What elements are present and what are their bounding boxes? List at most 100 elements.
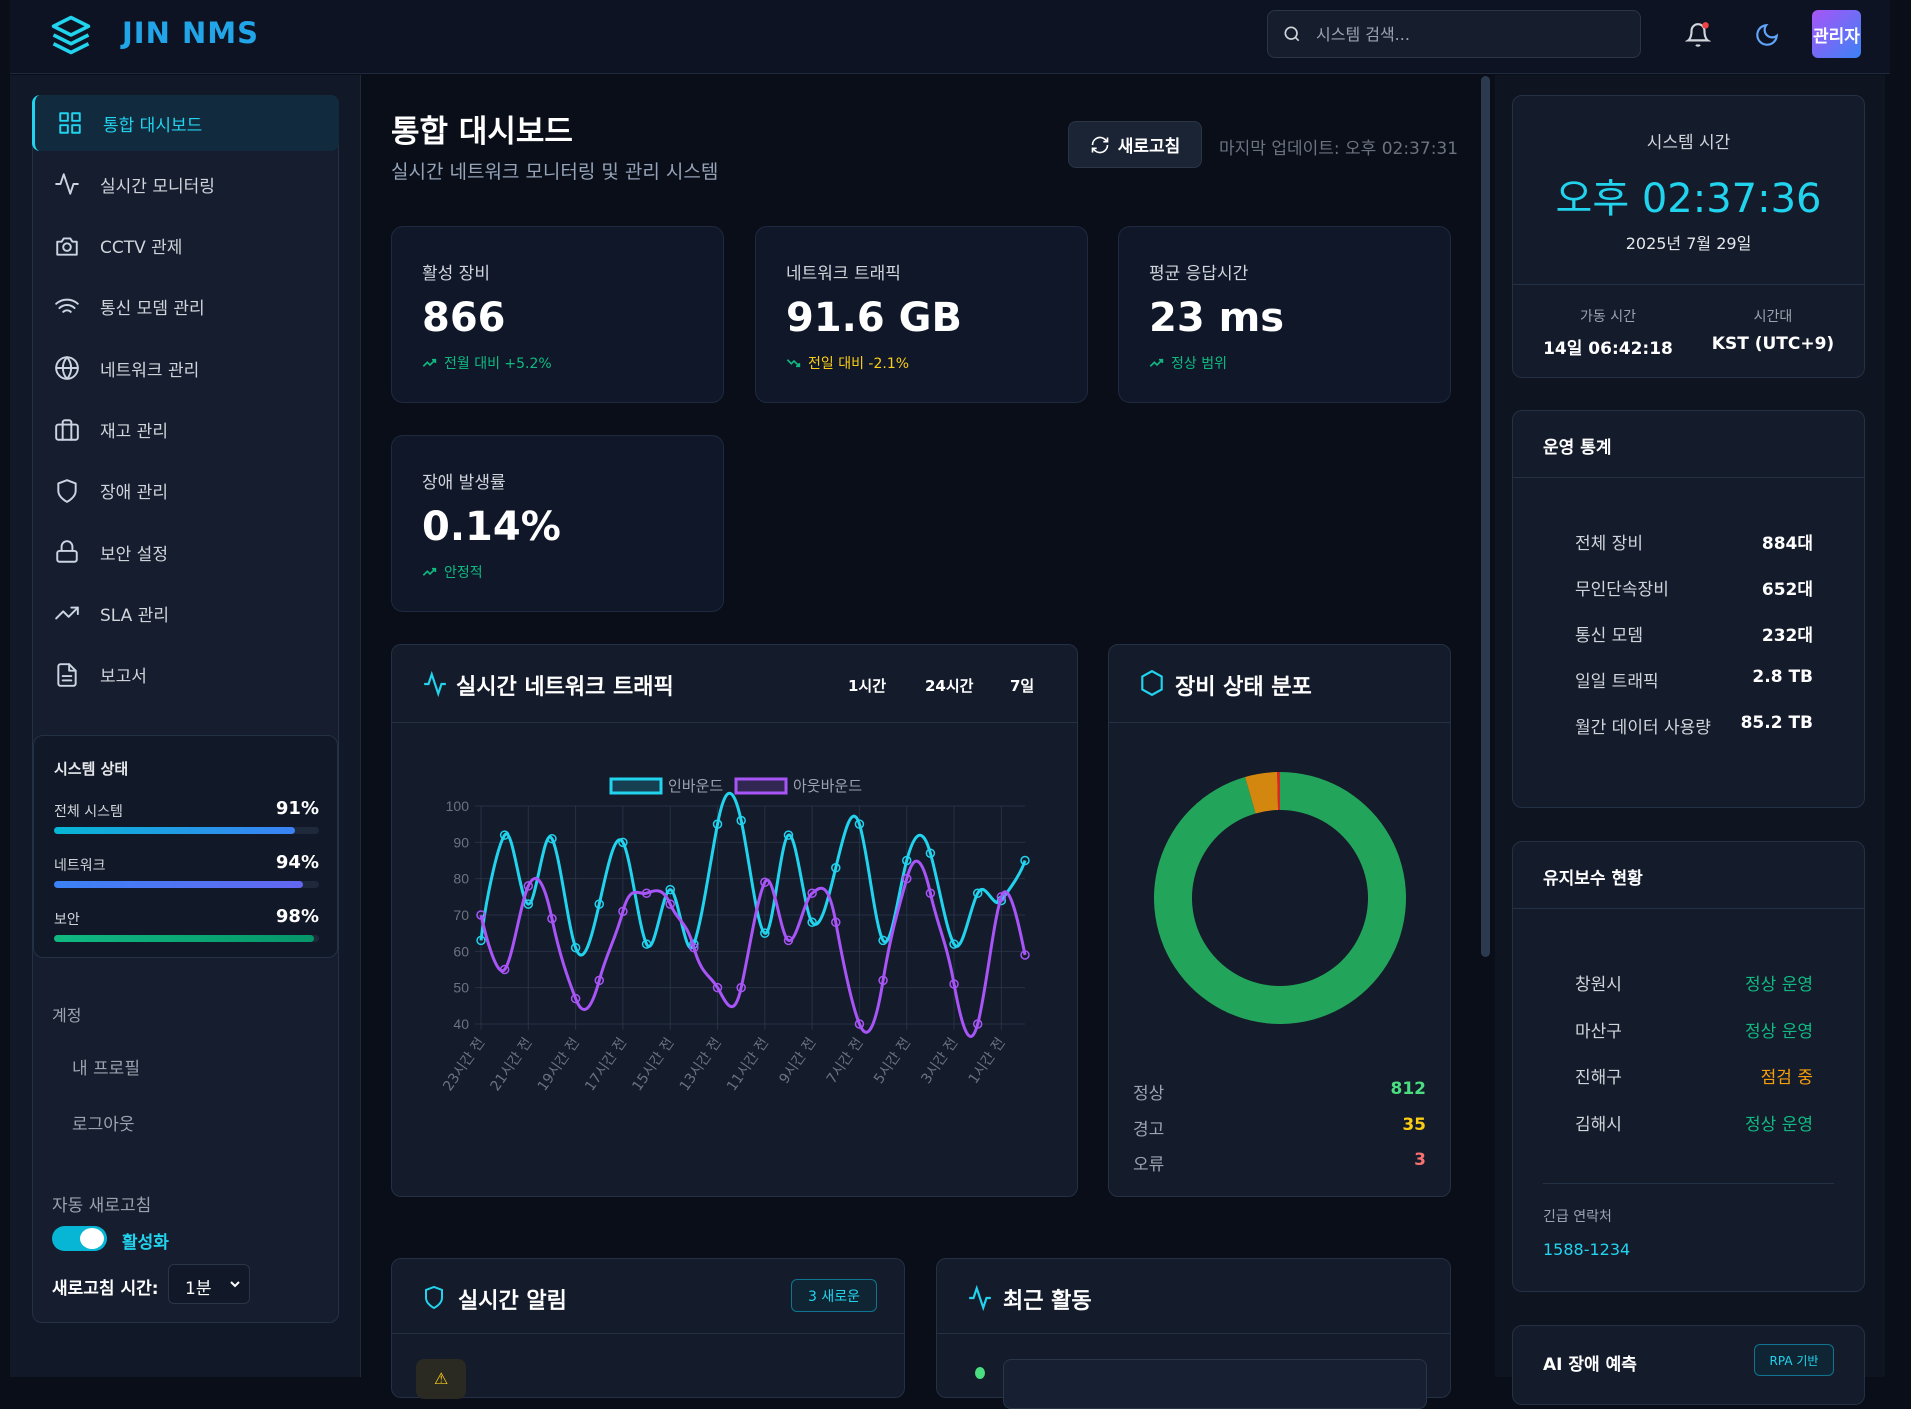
maintenance-card: 유지보수 현황 창원시 정상 운영 마산구 정상 운영 진해구 점검 중 김해시 정상 운영 … <box>1512 841 1865 1292</box>
sidebar-item-8[interactable]: SLA 관리 <box>32 585 339 641</box>
warning-icon: ⚠ <box>416 1359 466 1399</box>
refresh-label: 새로고침 <box>1117 137 1181 157</box>
data-point <box>570 993 581 1004</box>
trending-down-icon <box>786 355 802 371</box>
uptime-value: 14일 06:42:18 <box>1543 339 1673 359</box>
data-point <box>476 910 486 920</box>
data-point <box>570 942 581 953</box>
refresh-button[interactable]: 새로고침 <box>1068 121 1202 168</box>
ops-stat-value: 85.2 TB <box>1740 713 1813 733</box>
region-status: 점검 중 <box>1760 1068 1813 1088</box>
legend-swatch <box>734 777 788 795</box>
user-avatar[interactable]: 관리자 <box>1812 10 1861 58</box>
sidebar-item-3[interactable]: 통신 모뎀 관리 <box>32 279 339 335</box>
sidebar-item-6[interactable]: 장애 관리 <box>32 463 339 519</box>
chevron-down-icon <box>229 1279 241 1289</box>
ops-stat-label: 전체 장비 <box>1575 534 1643 554</box>
trending-up-icon <box>422 564 438 580</box>
data-point <box>854 1019 865 1029</box>
region-label: 진해구 <box>1575 1068 1622 1088</box>
sidebar-item-label: 통합 대시보드 <box>103 115 203 136</box>
clock-title: 시스템 시간 <box>1646 133 1731 153</box>
donut-slice-경고[interactable] <box>1245 772 1279 814</box>
status-progress-bar <box>54 935 319 942</box>
data-point <box>712 819 723 829</box>
legend-label: 경고 <box>1133 1119 1165 1140</box>
stat-trend: 전일 대비 -2.1% <box>808 356 910 372</box>
range-tab-1h[interactable]: 1시간 <box>848 677 887 695</box>
system-status-row: 보안 98% <box>54 906 319 942</box>
ops-stats-title: 운영 통계 <box>1543 438 1612 458</box>
main-scrollbar[interactable] <box>1481 76 1490 957</box>
y-tick-label: 90 <box>453 834 469 850</box>
x-tick-label: 23시간 전 <box>440 1035 488 1094</box>
donut-slice-정상[interactable] <box>1154 772 1406 1024</box>
stat-card: 장애 발생률 0.14% 안정적 <box>391 435 724 612</box>
stat-value: 23 ms <box>1149 295 1285 341</box>
data-point <box>972 888 983 898</box>
x-tick-label: 15시간 전 <box>629 1035 677 1094</box>
data-point <box>736 982 746 993</box>
sidebar-item-4[interactable]: 네트워크 관리 <box>32 340 339 396</box>
status-progress-bar <box>54 827 319 834</box>
data-point <box>925 848 936 858</box>
device-status-donut <box>1154 772 1406 1024</box>
donut-slice-오류[interactable] <box>1277 772 1280 811</box>
stat-card: 평균 응답시간 23 ms 정상 범위 <box>1118 226 1451 403</box>
wifi-icon <box>54 294 80 320</box>
bell-icon[interactable] <box>1685 21 1711 49</box>
search-input[interactable] <box>1316 11 1616 57</box>
trending-up-icon <box>54 600 80 626</box>
data-point <box>547 833 557 844</box>
data-point <box>594 975 605 986</box>
sidebar-item-0[interactable]: 통합 대시보드 <box>32 95 339 151</box>
page-title: 통합 대시보드 <box>391 114 573 150</box>
legend-value: 35 <box>1402 1114 1426 1135</box>
range-tab-7d[interactable]: 7일 <box>1010 677 1035 695</box>
new-alerts-badge[interactable]: 3 새로운 <box>791 1279 877 1312</box>
refresh-interval-select[interactable]: 1분 <box>168 1264 250 1304</box>
data-point <box>901 855 912 866</box>
stat-trend: 안정적 <box>444 565 483 581</box>
traffic-chart-card: 실시간 네트워크 트래픽 1시간 24시간 7일 <box>391 644 1078 1197</box>
clock-time: 오후 02:37:36 <box>1555 176 1822 222</box>
emergency-contact-number[interactable]: 1588-1234 <box>1543 1240 1631 1259</box>
data-point <box>523 899 534 909</box>
x-tick-label: 19시간 전 <box>535 1035 583 1094</box>
data-point <box>618 837 628 848</box>
sidebar-item-9[interactable]: 보고서 <box>32 647 339 703</box>
moon-icon[interactable] <box>1754 22 1780 48</box>
my-profile-link[interactable]: 내 프로필 <box>72 1059 140 1079</box>
region-label: 마산구 <box>1575 1021 1622 1042</box>
sidebar-item-label: 통신 모뎀 관리 <box>100 299 205 320</box>
series-line-0 <box>479 791 1027 957</box>
status-progress-fill <box>54 827 296 834</box>
sidebar-item-5[interactable]: 재고 관리 <box>32 402 339 458</box>
auto-refresh-heading: 자동 새로고침 <box>52 1196 152 1216</box>
sidebar-item-label: 네트워크 관리 <box>100 360 200 381</box>
auto-refresh-toggle[interactable] <box>52 1226 107 1251</box>
device-status-header: 장비 상태 분포 <box>1109 645 1450 723</box>
ops-stat-label: 일일 트래픽 <box>1575 672 1659 692</box>
sidebar-item-2[interactable]: CCTV 관제 <box>32 218 339 274</box>
region-label: 창원시 <box>1575 975 1622 995</box>
activity-item[interactable] <box>1003 1359 1427 1409</box>
range-tab-24h[interactable]: 24시간 <box>925 677 974 695</box>
brand-name[interactable]: JIN NMS <box>122 16 259 50</box>
stat-trend: 전월 대비 +5.2% <box>444 356 552 372</box>
shield-icon <box>54 478 80 504</box>
status-legend-row: 정상 812 <box>1133 1079 1426 1104</box>
sidebar-item-1[interactable]: 실시간 모니터링 <box>32 156 339 212</box>
activity-header: 최근 활동 <box>937 1259 1450 1334</box>
data-point <box>949 979 959 989</box>
camera-icon <box>54 233 80 259</box>
status-progress-fill <box>54 935 314 942</box>
maintenance-row: 마산구 정상 운영 <box>1575 1017 1813 1042</box>
logout-link[interactable]: 로그아웃 <box>72 1115 135 1135</box>
sidebar-item-7[interactable]: 보안 설정 <box>32 524 339 580</box>
recent-activity-card: 최근 활동 <box>936 1258 1451 1409</box>
system-clock-card: 시스템 시간 오후 02:37:36 2025년 7월 29일 가동 시간 14… <box>1512 95 1865 378</box>
sidebar-item-label: 보고서 <box>100 667 147 688</box>
x-tick-label: 9시간 전 <box>776 1035 819 1087</box>
search-box[interactable] <box>1267 10 1641 58</box>
